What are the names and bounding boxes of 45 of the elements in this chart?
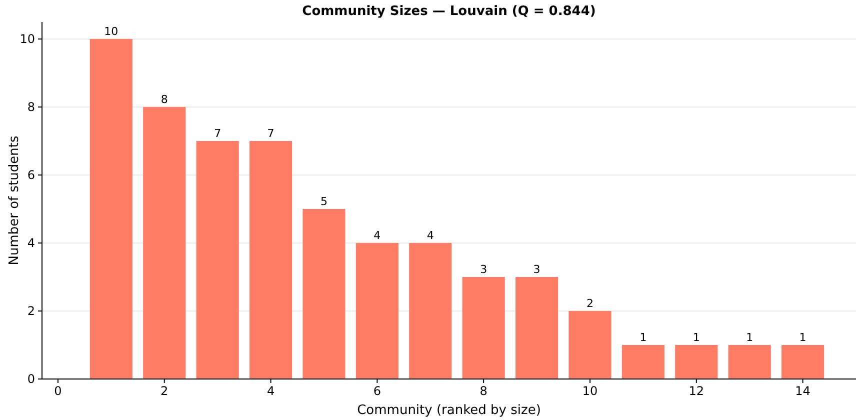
data-label: 1 bbox=[692, 331, 700, 344]
bar bbox=[462, 277, 505, 379]
y-tick-label: 8 bbox=[27, 100, 35, 114]
bar bbox=[196, 141, 239, 379]
bar bbox=[143, 107, 186, 379]
bar bbox=[516, 277, 558, 379]
data-label: 3 bbox=[480, 263, 488, 276]
bar bbox=[409, 243, 452, 379]
data-label: 7 bbox=[214, 127, 222, 140]
data-label: 7 bbox=[267, 127, 274, 140]
x-tick-label: 14 bbox=[795, 384, 810, 398]
y-tick-label: 0 bbox=[27, 372, 35, 386]
bar bbox=[90, 39, 132, 379]
y-tick-label: 4 bbox=[27, 236, 35, 250]
data-label: 2 bbox=[586, 297, 594, 310]
data-label: 1 bbox=[799, 331, 806, 344]
y-tick-label: 10 bbox=[20, 32, 35, 46]
data-label: 3 bbox=[533, 263, 540, 276]
bar bbox=[728, 345, 771, 379]
data-label: 4 bbox=[426, 229, 434, 242]
bar bbox=[782, 345, 824, 379]
data-label: 8 bbox=[160, 93, 168, 106]
data-label: 1 bbox=[746, 331, 754, 344]
bar bbox=[249, 141, 292, 379]
x-tick-label: 6 bbox=[373, 384, 381, 398]
x-tick-label: 8 bbox=[480, 384, 488, 398]
y-axis-title: Number of students bbox=[7, 136, 22, 266]
bar bbox=[675, 345, 718, 379]
chart-title: Community Sizes — Louvain (Q = 0.844) bbox=[302, 4, 596, 19]
y-tick-label: 2 bbox=[27, 304, 35, 318]
x-tick-label: 2 bbox=[160, 384, 168, 398]
bar bbox=[356, 243, 398, 379]
bar bbox=[302, 209, 346, 379]
x-axis-title: Community (ranked by size) bbox=[357, 403, 541, 418]
x-tick-label: 12 bbox=[688, 384, 704, 398]
bar bbox=[622, 345, 664, 379]
x-tick-label: 0 bbox=[54, 384, 62, 398]
data-label: 10 bbox=[104, 25, 118, 38]
data-label: 5 bbox=[320, 195, 328, 208]
x-tick-label: 4 bbox=[266, 384, 275, 398]
data-label: 1 bbox=[640, 331, 647, 344]
data-label: 4 bbox=[374, 229, 381, 242]
bar bbox=[568, 311, 612, 379]
x-tick-label: 10 bbox=[582, 384, 598, 398]
y-tick-label: 6 bbox=[27, 168, 35, 182]
